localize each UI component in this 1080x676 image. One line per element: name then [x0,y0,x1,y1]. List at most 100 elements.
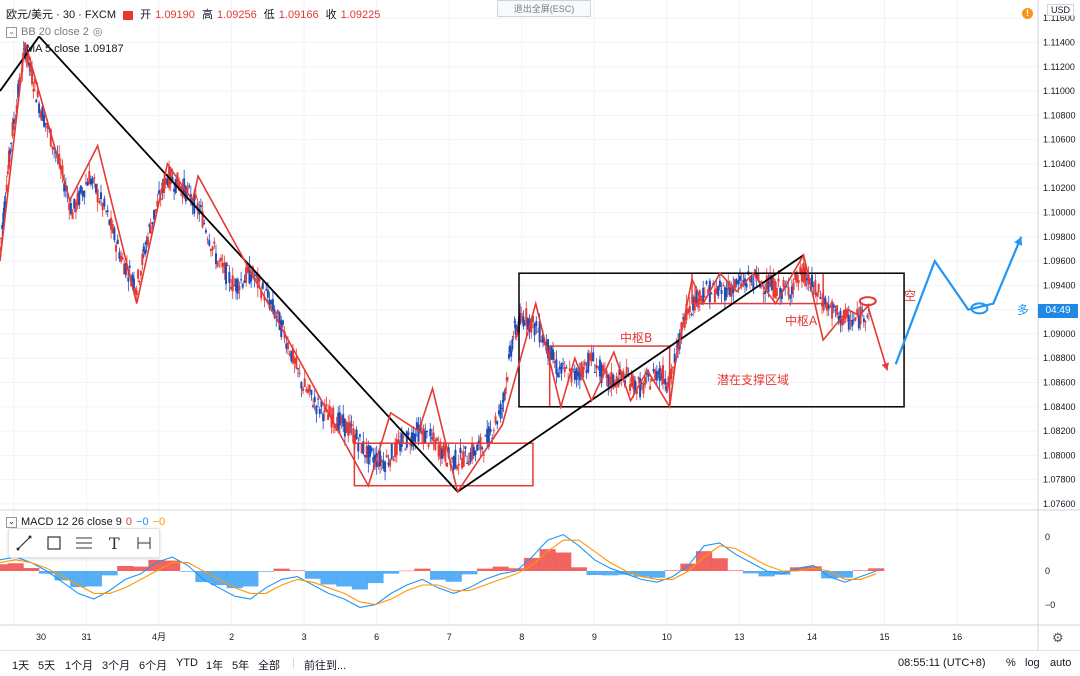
candle-body [715,287,718,295]
candle-body [814,280,817,296]
x-tick-label: 15 [880,632,890,642]
price-chart[interactable]: 1.11600 1.11400 1.11200 1.11000 1.10800 1.106… [0,0,1080,650]
candle-body [507,354,510,359]
candle-body [720,290,723,294]
candle-body [494,416,497,424]
ma-label[interactable]: MA 5 close [26,43,80,55]
x-tick-label: 4月 [152,632,166,642]
candle-body [632,376,635,390]
candle-body [725,288,728,298]
candle-body [420,430,423,435]
candle-body [627,375,630,377]
candle-body [297,368,300,370]
candle-body [800,268,803,282]
candle-body [785,286,788,288]
y-tick-label: 1.10600 [1043,135,1076,145]
legend-ohlc: 欧元/美元 · 30 · FXCM 开 1.09190 高 1.09256 低 1.0… [6,6,384,22]
candle-body [120,255,123,262]
range-6m[interactable]: 6个月 [139,660,168,672]
candle-body [535,320,538,327]
candle-body [71,211,74,220]
fib-tool-icon[interactable] [72,532,96,554]
candle-body [135,290,138,296]
candle-body [429,428,432,437]
goto-date-button[interactable]: 前往到... [304,660,347,672]
settings-gear-icon[interactable]: ⚙ [1052,630,1064,645]
range-1d[interactable]: 1天 [12,660,30,672]
range-1m[interactable]: 1个月 [65,660,94,672]
candle-body [713,289,716,303]
macd-histogram-bar [492,566,509,571]
bb-label[interactable]: BB 20 close 2 [21,26,89,38]
candle-body [29,62,32,72]
candle-body [332,407,335,425]
eye-icon[interactable]: ◎ [92,26,103,38]
range-5y[interactable]: 5年 [232,660,250,672]
range-5d[interactable]: 5天 [38,660,56,672]
candle-body [665,386,668,390]
candle-body [587,352,590,373]
candle-body [377,461,380,467]
symbol-label[interactable]: 欧元/美元 · 30 · FXCM [6,9,117,21]
candle-body [153,210,156,219]
range-1y[interactable]: 1年 [206,660,224,672]
auto-toggle[interactable]: auto [1050,657,1072,669]
candle-body [655,371,658,381]
collapse-icon[interactable]: ⌄ [6,26,17,38]
candle-body [223,262,226,274]
candle-body [203,222,206,224]
candle-body [313,396,316,403]
macd-histogram-bar [727,570,744,571]
collapse-icon[interactable]: ⌄ [6,516,17,528]
candle-body [583,361,586,366]
exit-fullscreen-button[interactable]: 退出全屏(ESC) [497,0,591,17]
macd-histogram-bar [23,567,40,571]
log-toggle[interactable]: log [1025,657,1040,669]
drawing-toolbox: T [8,528,160,558]
candle-body [695,288,698,303]
candle-body [250,274,253,282]
candle-body [216,261,219,267]
candle-body [573,370,576,380]
range-all[interactable]: 全部 [258,660,280,672]
range-ytd[interactable]: YTD [176,657,198,669]
measure-tool-icon[interactable] [132,532,156,554]
candle-body [268,299,271,309]
rectangle-tool-icon[interactable] [42,532,66,554]
candle-body [194,194,197,199]
macd-label[interactable]: MACD 12 26 close 9 [21,516,122,528]
clock-time[interactable]: 08:55:11 (UTC+8) [898,657,986,669]
candle-body [832,304,835,308]
candle-body [755,273,758,279]
candle-body [550,345,553,360]
candle-body [451,457,454,460]
candle-body [111,223,114,234]
flag-icon[interactable] [123,10,134,20]
candle-body [593,372,596,374]
candle-body [667,376,670,387]
currency-label[interactable]: USD [1047,4,1075,16]
trendline-tool-icon[interactable] [12,532,36,554]
candle-body [608,376,611,385]
candle-body [831,301,834,319]
candle-body [630,371,633,387]
candle-body [505,377,508,381]
candle-body [68,203,71,211]
x-tick-label: 31 [81,632,91,642]
alert-icon[interactable]: ! [1022,8,1033,19]
y-tick-label: 1.11600 [1043,13,1075,23]
close-value: 1.09225 [340,9,381,21]
candle-body [358,434,361,437]
candle-body [572,368,575,370]
candle-body [757,272,760,282]
percent-toggle[interactable]: % [1006,657,1016,669]
range-3m[interactable]: 3个月 [102,660,131,672]
candle-body [837,316,840,321]
candle-body [141,254,144,266]
candle-body [497,410,500,415]
macd-histogram-bar [461,571,478,575]
text-tool-icon[interactable]: T [102,532,126,554]
bottom-toolbar: 1天 5天 1个月 3个月 6个月 YTD 1年 5年 全部 | 前往到... … [0,650,1080,676]
candle-body [504,388,507,394]
candle-body [598,359,601,377]
